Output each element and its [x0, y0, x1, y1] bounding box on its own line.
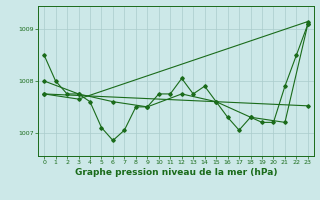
X-axis label: Graphe pression niveau de la mer (hPa): Graphe pression niveau de la mer (hPa): [75, 168, 277, 177]
